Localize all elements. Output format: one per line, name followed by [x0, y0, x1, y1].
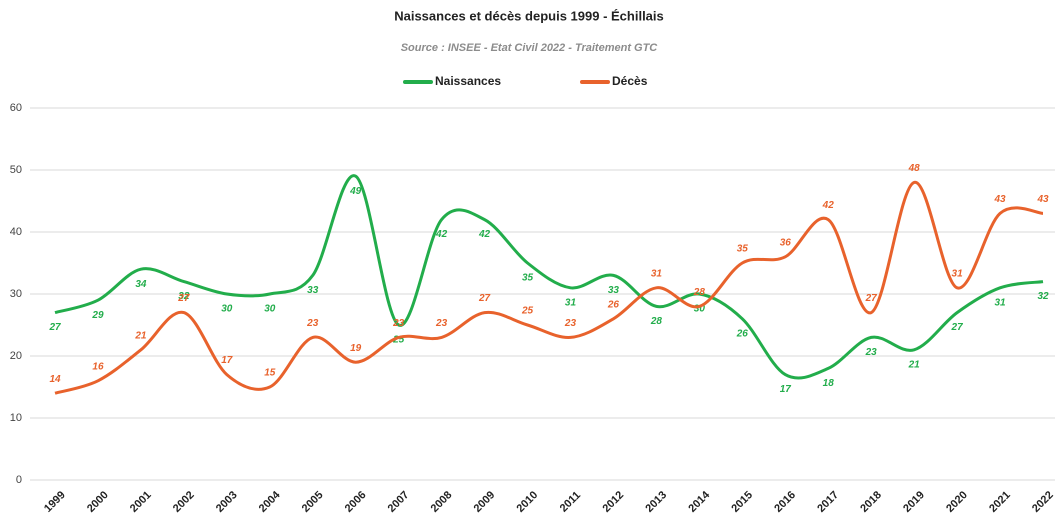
- y-tick-label: 20: [10, 350, 22, 362]
- x-tick-label: 2015: [729, 489, 755, 515]
- x-tick-label: 2003: [214, 489, 240, 515]
- data-label: 49: [349, 186, 362, 197]
- data-label: 31: [952, 268, 964, 279]
- data-label: 34: [135, 279, 147, 290]
- x-tick-label: 2016: [772, 489, 798, 515]
- x-tick-label: 2020: [944, 489, 970, 515]
- x-tick-label: 2021: [987, 489, 1013, 515]
- data-label: 23: [435, 318, 448, 329]
- x-tick-label: 2022: [1030, 489, 1056, 515]
- data-label: 27: [478, 293, 491, 304]
- data-label: 26: [736, 328, 749, 339]
- x-tick-label: 2014: [686, 488, 712, 514]
- x-tick-label: 1999: [42, 489, 68, 515]
- x-tick-label: 2009: [472, 489, 498, 515]
- data-label: 18: [823, 378, 835, 389]
- data-label: 27: [48, 322, 61, 333]
- data-label: 17: [221, 355, 233, 366]
- x-tick-label: 2010: [515, 489, 541, 515]
- data-label: 36: [780, 237, 792, 248]
- x-tick-label: 2012: [600, 489, 626, 515]
- data-label: 14: [49, 374, 61, 385]
- x-tick-label: 2017: [815, 489, 841, 515]
- data-label: 21: [908, 359, 921, 370]
- data-label: 42: [435, 229, 448, 240]
- series-line: [54, 174, 1044, 380]
- y-tick-label: 10: [10, 412, 22, 424]
- x-tick-label: 2001: [128, 489, 154, 515]
- data-label: 19: [350, 343, 362, 354]
- data-label: 25: [521, 306, 534, 317]
- data-label: 35: [737, 244, 749, 255]
- data-label: 30: [694, 304, 706, 315]
- data-label: 28: [650, 316, 663, 327]
- y-tick-label: 30: [10, 288, 22, 300]
- x-tick-label: 2005: [300, 489, 326, 515]
- data-label: 27: [177, 293, 190, 304]
- data-label: 27: [951, 322, 964, 333]
- data-label: 31: [651, 268, 663, 279]
- data-label: 33: [307, 285, 319, 296]
- data-label: 23: [392, 318, 405, 329]
- y-tick-label: 60: [10, 102, 22, 114]
- data-label: 43: [993, 194, 1006, 205]
- data-label: 33: [608, 285, 620, 296]
- y-tick-label: 40: [10, 226, 22, 238]
- data-label: 30: [221, 304, 233, 315]
- x-tick-label: 2006: [343, 489, 369, 515]
- data-label: 43: [1036, 194, 1049, 205]
- data-label: 28: [693, 287, 706, 298]
- x-tick-label: 2007: [386, 489, 412, 515]
- data-label: 35: [522, 273, 534, 284]
- data-label: 42: [822, 200, 835, 211]
- data-label: 48: [908, 163, 921, 174]
- data-label: 25: [392, 335, 405, 346]
- x-tick-label: 2019: [901, 489, 927, 515]
- x-tick-label: 2013: [643, 489, 669, 515]
- x-tick-label: 2004: [257, 488, 283, 514]
- x-tick-label: 2018: [858, 489, 884, 515]
- legend-label: Décès: [612, 74, 648, 88]
- y-tick-label: 0: [16, 474, 22, 486]
- series-line: [54, 180, 1044, 395]
- data-label: 30: [264, 304, 276, 315]
- data-label: 32: [1037, 291, 1049, 302]
- data-label: 31: [994, 297, 1006, 308]
- data-label: 15: [264, 368, 276, 379]
- y-tick-label: 50: [10, 164, 22, 176]
- data-label: 17: [780, 384, 792, 395]
- data-label: 27: [865, 293, 878, 304]
- data-label: 32: [178, 291, 190, 302]
- x-tick-label: 2008: [429, 489, 455, 515]
- chart-title: Naissances et décès depuis 1999 - Échill…: [394, 8, 664, 23]
- x-tick-label: 2002: [171, 489, 197, 515]
- data-label: 23: [306, 318, 319, 329]
- x-tick-label: 2000: [85, 489, 111, 515]
- data-label: 16: [92, 361, 104, 372]
- legend-label: Naissances: [435, 74, 501, 88]
- data-label: 26: [607, 299, 620, 310]
- data-label: 31: [565, 297, 577, 308]
- data-label: 29: [91, 310, 104, 321]
- data-label: 21: [134, 330, 147, 341]
- data-label: 42: [478, 229, 491, 240]
- chart-subtitle: Source : INSEE - Etat Civil 2022 - Trait…: [401, 42, 659, 54]
- data-label: 23: [564, 318, 577, 329]
- data-label: 23: [865, 347, 878, 358]
- x-tick-label: 2011: [558, 489, 583, 514]
